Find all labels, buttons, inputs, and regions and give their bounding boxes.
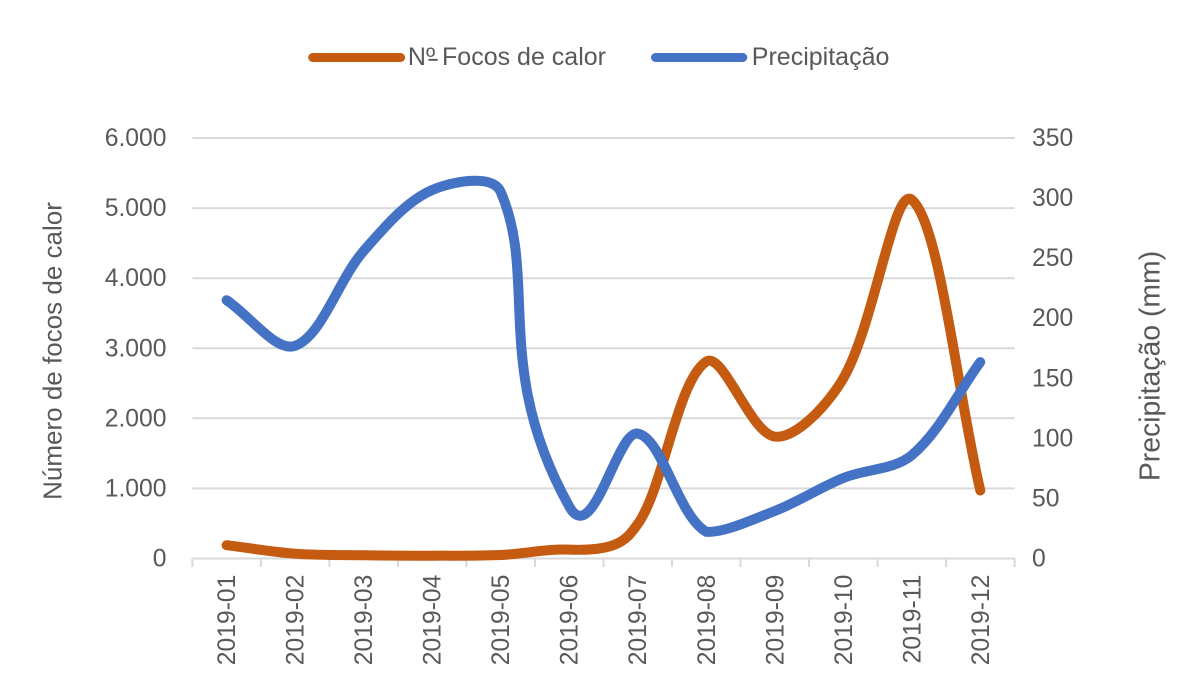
svg-text:2019-02: 2019-02 xyxy=(283,575,310,666)
svg-text:100: 100 xyxy=(1032,425,1073,452)
svg-text:0: 0 xyxy=(1032,546,1046,573)
svg-text:Número de focos de calor: Número de focos de calor xyxy=(37,202,67,500)
svg-text:350: 350 xyxy=(1032,125,1073,152)
svg-text:3.000: 3.000 xyxy=(105,335,167,362)
svg-text:2019-11: 2019-11 xyxy=(899,575,926,664)
svg-text:1.000: 1.000 xyxy=(105,475,167,502)
svg-text:2019-05: 2019-05 xyxy=(488,575,515,666)
svg-text:2019-07: 2019-07 xyxy=(625,575,652,666)
svg-text:Nº Focos de calor: Nº Focos de calor xyxy=(408,43,606,71)
svg-text:2.000: 2.000 xyxy=(105,405,167,432)
svg-text:Precipitação (mm): Precipitação (mm) xyxy=(1135,251,1167,481)
svg-text:4.000: 4.000 xyxy=(105,265,167,292)
svg-text:Precipitação: Precipitação xyxy=(752,43,890,71)
svg-text:250: 250 xyxy=(1032,245,1073,272)
svg-text:2019-10: 2019-10 xyxy=(831,575,858,666)
svg-text:6.000: 6.000 xyxy=(105,125,167,152)
svg-text:5.000: 5.000 xyxy=(105,195,167,222)
svg-text:0: 0 xyxy=(153,546,167,573)
svg-text:2019-03: 2019-03 xyxy=(351,575,378,666)
svg-text:300: 300 xyxy=(1032,185,1073,212)
svg-text:2019-01: 2019-01 xyxy=(214,575,241,666)
svg-text:50: 50 xyxy=(1032,485,1059,512)
svg-text:2019-12: 2019-12 xyxy=(968,575,995,666)
svg-text:2019-08: 2019-08 xyxy=(694,575,721,666)
svg-text:2019-04: 2019-04 xyxy=(420,575,447,666)
svg-text:2019-06: 2019-06 xyxy=(557,575,584,666)
svg-text:150: 150 xyxy=(1032,365,1073,392)
svg-text:2019-09: 2019-09 xyxy=(762,575,789,666)
svg-text:200: 200 xyxy=(1032,305,1073,332)
